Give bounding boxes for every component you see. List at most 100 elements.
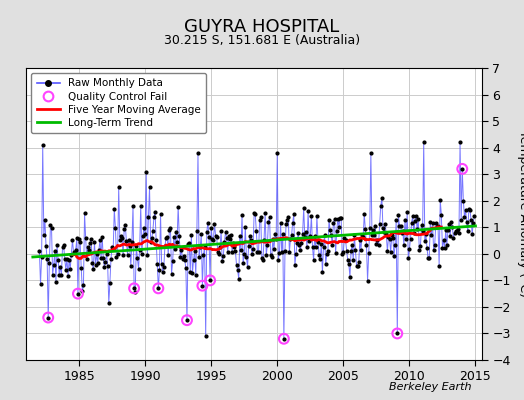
Point	[349, 257, 357, 263]
Point	[461, 207, 470, 213]
Point	[352, 263, 361, 269]
Point	[102, 251, 111, 257]
Point	[95, 247, 103, 253]
Point	[356, 237, 364, 243]
Point	[52, 279, 60, 286]
Point	[133, 255, 141, 262]
Point	[194, 150, 202, 156]
Point	[160, 264, 168, 270]
Point	[141, 230, 149, 237]
Point	[210, 221, 219, 227]
Point	[44, 314, 52, 321]
Point	[262, 252, 270, 258]
Point	[62, 266, 70, 273]
Point	[87, 236, 95, 242]
Point	[36, 281, 45, 288]
Point	[105, 300, 113, 306]
Point	[63, 255, 71, 262]
Point	[231, 248, 239, 254]
Point	[265, 214, 274, 220]
Point	[279, 231, 287, 238]
Point	[134, 265, 143, 272]
Point	[283, 216, 291, 223]
Point	[372, 241, 380, 247]
Point	[177, 246, 185, 253]
Point	[151, 208, 159, 215]
Point	[314, 238, 322, 245]
Point	[377, 202, 385, 209]
Point	[360, 211, 368, 218]
Point	[86, 240, 94, 246]
Point	[67, 252, 75, 258]
Point	[363, 278, 372, 284]
Point	[143, 252, 151, 258]
Point	[332, 250, 340, 257]
Point	[341, 236, 350, 243]
Point	[244, 243, 253, 249]
Point	[47, 225, 56, 231]
Point	[433, 223, 441, 230]
Point	[240, 251, 248, 257]
Point	[161, 242, 169, 249]
Point	[65, 257, 73, 263]
Point	[339, 249, 347, 255]
Point	[122, 238, 130, 245]
Point	[230, 244, 238, 250]
Point	[309, 257, 318, 264]
Point	[435, 262, 443, 269]
Point	[202, 333, 210, 339]
Point	[346, 274, 354, 280]
Point	[118, 234, 126, 241]
Point	[128, 238, 136, 245]
Point	[338, 251, 346, 257]
Point	[256, 217, 264, 224]
Point	[300, 205, 308, 211]
Point	[438, 245, 446, 251]
Point	[366, 224, 374, 231]
Point	[326, 227, 334, 234]
Point	[55, 271, 63, 278]
Point	[456, 139, 464, 146]
Point	[155, 267, 163, 273]
Point	[188, 270, 196, 276]
Point	[140, 224, 148, 231]
Point	[246, 233, 254, 239]
Point	[153, 261, 161, 268]
Point	[297, 240, 305, 246]
Point	[434, 223, 442, 229]
Point	[78, 288, 86, 294]
Point	[432, 220, 440, 226]
Point	[392, 217, 400, 224]
Point	[425, 254, 433, 261]
Point	[298, 231, 307, 237]
Point	[261, 210, 269, 216]
Point	[269, 236, 277, 242]
Point	[417, 222, 425, 228]
Point	[170, 234, 178, 240]
Point	[292, 250, 300, 257]
Point	[163, 234, 171, 240]
Point	[301, 233, 309, 240]
Point	[207, 225, 215, 231]
Point	[268, 254, 276, 260]
Point	[131, 288, 139, 295]
Point	[94, 260, 102, 266]
Point	[166, 225, 174, 231]
Point	[200, 244, 209, 250]
Point	[193, 228, 201, 234]
Point	[186, 269, 194, 275]
Point	[154, 285, 162, 292]
Point	[273, 150, 281, 156]
Point	[350, 232, 358, 238]
Point	[453, 228, 461, 235]
Point	[111, 224, 119, 231]
Point	[394, 212, 402, 218]
Point	[119, 252, 127, 258]
Point	[426, 219, 434, 225]
Point	[308, 244, 316, 250]
Point	[348, 242, 356, 248]
Point	[436, 197, 444, 203]
Point	[50, 262, 58, 268]
Point	[123, 252, 132, 258]
Point	[444, 227, 452, 233]
